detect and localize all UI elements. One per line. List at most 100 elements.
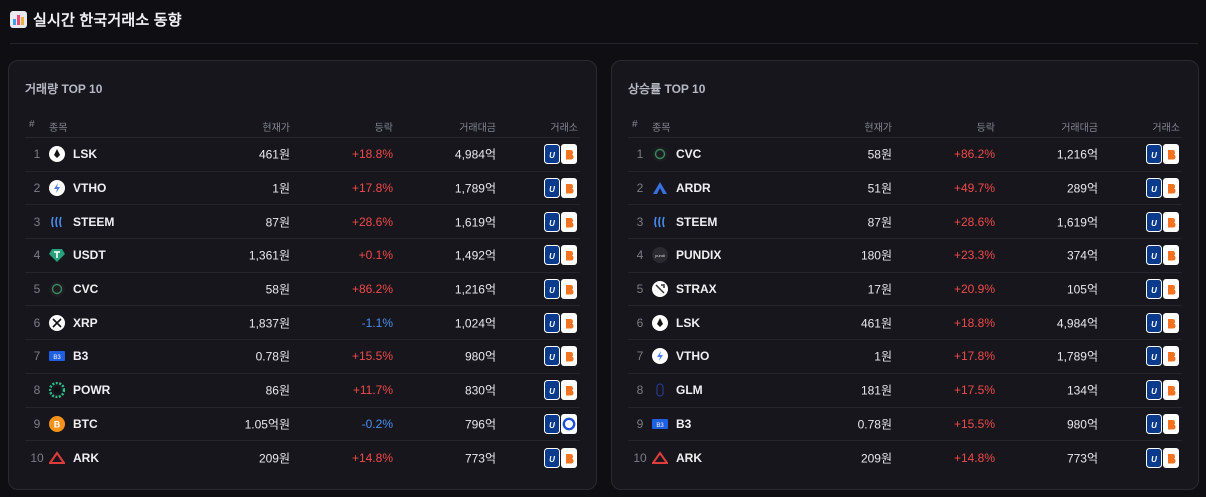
coin-symbol[interactable]: STEEM (73, 214, 115, 229)
coin-symbol[interactable]: B3 (676, 416, 692, 431)
bithumb-icon[interactable] (1163, 380, 1179, 401)
bithumb-icon[interactable] (1163, 245, 1179, 266)
coin-symbol[interactable]: ARK (676, 451, 702, 466)
svg-text:U: U (1151, 353, 1157, 362)
table-row[interactable]: 4 pundi PUNDIX 180원 +23.3% 374억 U (628, 239, 1182, 273)
bithumb-icon[interactable] (1163, 346, 1179, 367)
bithumb-icon[interactable] (561, 144, 577, 165)
bithumb-icon[interactable] (561, 448, 577, 469)
col-volume[interactable]: 거래대금 (459, 123, 496, 134)
upbit-icon[interactable]: U (1146, 448, 1162, 469)
bithumb-icon[interactable] (1163, 144, 1179, 165)
coin-symbol[interactable]: STEEM (676, 214, 718, 229)
coin-symbol[interactable]: ARK (73, 451, 99, 466)
upbit-icon[interactable]: U (544, 312, 560, 333)
upbit-icon[interactable]: U (544, 346, 560, 367)
bithumb-icon[interactable] (1163, 178, 1179, 199)
bithumb-icon[interactable] (561, 312, 577, 333)
coin-symbol[interactable]: POWR (73, 383, 111, 398)
exchange-badges: U (1146, 279, 1179, 300)
coin-symbol[interactable]: VTHO (73, 181, 107, 196)
upbit-icon[interactable]: U (1146, 413, 1162, 434)
upbit-icon[interactable]: U (544, 144, 560, 165)
trade-volume: 374억 (1066, 248, 1098, 263)
bithumb-icon[interactable] (561, 178, 577, 199)
upbit-icon[interactable]: U (1146, 380, 1162, 401)
coin-symbol[interactable]: STRAX (676, 282, 717, 297)
table-row[interactable]: 6 XRP 1,837원 -1.1% 1,024억 U (25, 306, 580, 341)
current-price: 1,361원 (248, 248, 290, 263)
coin-symbol[interactable]: USDT (73, 248, 106, 263)
bithumb-icon[interactable] (561, 279, 577, 300)
bithumb-icon[interactable] (561, 380, 577, 401)
table-row[interactable]: 2 ARDR 51원 +49.7% 289억 U (628, 172, 1182, 206)
coin-symbol[interactable]: GLM (676, 383, 703, 398)
coin-symbol[interactable]: BTC (73, 416, 98, 431)
trade-volume: 1,619억 (1056, 215, 1098, 230)
upbit-icon[interactable]: U (544, 211, 560, 232)
coin-symbol[interactable]: CVC (676, 147, 702, 162)
table-row[interactable]: 3 STEEM 87원 +28.6% 1,619억 U (25, 205, 580, 240)
table-row[interactable]: 5 STRAX 17원 +20.9% 105억 U (628, 273, 1182, 307)
table-row[interactable]: 2 VTHO 1원 +17.8% 1,789억 U (25, 172, 580, 206)
current-price: 1원 (874, 349, 892, 364)
upbit-icon[interactable]: U (544, 245, 560, 266)
upbit-icon[interactable]: U (1146, 144, 1162, 165)
table-row[interactable]: 6 LSK 461원 +18.8% 4,984억 U (628, 306, 1182, 341)
coin-symbol[interactable]: PUNDIX (676, 248, 722, 263)
table-row[interactable]: 1 CVC 58원 +86.2% 1,216억 U (628, 138, 1182, 172)
coin-symbol[interactable]: XRP (73, 315, 98, 330)
trade-volume: 830억 (464, 383, 496, 398)
table-row[interactable]: 1 LSK 461원 +18.8% 4,984억 U (25, 138, 580, 172)
table-row[interactable]: 8 POWR 86원 +11.7% 830억 U (25, 374, 580, 408)
table-row[interactable]: 4 USDT 1,361원 +0.1% 1,492억 U (25, 239, 580, 273)
col-change[interactable]: 등락 (374, 123, 393, 134)
table-row[interactable]: 8 GLM 181원 +17.5% 134억 U (628, 374, 1182, 408)
svg-text:B3: B3 (53, 355, 61, 361)
ark-icon (652, 451, 668, 465)
coin-symbol[interactable]: VTHO (676, 349, 710, 364)
table-row[interactable]: 7 B3 B3 0.78원 +15.5% 980억 U (25, 340, 580, 374)
table-row[interactable]: 10 ARK 209원 +14.8% 773억 U (25, 441, 580, 475)
table-row[interactable]: 9 B3 B3 0.78원 +15.5% 980억 U (628, 408, 1182, 442)
coin-symbol[interactable]: LSK (73, 147, 97, 162)
current-price: 461원 (258, 147, 290, 162)
upbit-icon[interactable]: U (1146, 312, 1162, 333)
col-change[interactable]: 등락 (976, 123, 995, 134)
coin-symbol[interactable]: B3 (73, 349, 89, 364)
upbit-icon[interactable]: U (544, 279, 560, 300)
upbit-icon[interactable]: U (1146, 279, 1162, 300)
upbit-icon[interactable]: U (1146, 346, 1162, 367)
bithumb-icon[interactable] (561, 211, 577, 232)
current-price: 461원 (860, 316, 892, 331)
table-row[interactable]: 9 B BTC 1.05억원 -0.2% 796억 U (25, 408, 580, 442)
upbit-icon[interactable]: U (1146, 245, 1162, 266)
bithumb-icon[interactable] (1163, 211, 1179, 232)
coin-symbol[interactable]: CVC (73, 282, 99, 297)
col-volume[interactable]: 거래대금 (1061, 123, 1098, 134)
bithumb-icon[interactable] (1163, 413, 1179, 434)
upbit-icon[interactable]: U (544, 448, 560, 469)
upbit-icon[interactable]: U (544, 178, 560, 199)
upbit-icon[interactable]: U (544, 413, 560, 434)
bithumb-icon[interactable] (561, 346, 577, 367)
table-row[interactable]: 10 ARK 209원 +14.8% 773억 U (628, 441, 1182, 475)
table-row[interactable]: 7 VTHO 1원 +17.8% 1,789억 U (628, 340, 1182, 374)
svg-text:U: U (549, 320, 555, 329)
coin-symbol[interactable]: LSK (676, 315, 700, 330)
bithumb-icon[interactable] (1163, 312, 1179, 333)
upbit-icon[interactable]: U (1146, 178, 1162, 199)
bithumb-icon[interactable] (1163, 279, 1179, 300)
upbit-icon[interactable]: U (1146, 211, 1162, 232)
col-price[interactable]: 현재가 (262, 123, 290, 134)
bithumb-icon[interactable] (1163, 448, 1179, 469)
bithumb-icon[interactable] (561, 245, 577, 266)
coinone-icon[interactable] (561, 413, 577, 434)
coin-symbol[interactable]: ARDR (676, 181, 711, 196)
row-rank: 6 (636, 315, 644, 330)
table-row[interactable]: 3 STEEM 87원 +28.6% 1,619억 U (628, 205, 1182, 240)
col-exchange: 거래소 (1152, 123, 1180, 134)
table-row[interactable]: 5 CVC 58원 +86.2% 1,216억 U (25, 273, 580, 307)
col-price[interactable]: 현재가 (864, 123, 892, 134)
upbit-icon[interactable]: U (544, 380, 560, 401)
